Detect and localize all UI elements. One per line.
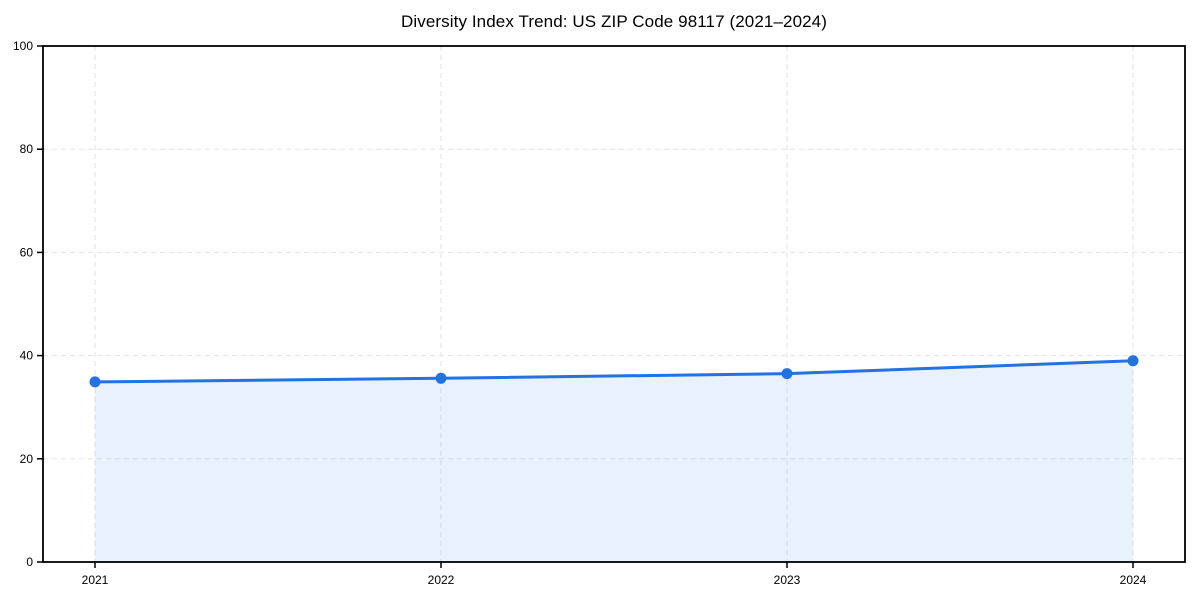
chart-title: Diversity Index Trend: US ZIP Code 98117… <box>400 12 828 31</box>
y-tick-label: 0 <box>26 555 33 569</box>
x-tick-label: 2024 <box>1120 573 1147 587</box>
data-point-2022 <box>435 372 447 384</box>
y-tick-label: 40 <box>20 349 34 363</box>
y-tick-label: 20 <box>20 452 34 466</box>
data-point-2024 <box>1127 355 1139 367</box>
y-tick-label: 60 <box>20 245 34 259</box>
y-tick-label: 80 <box>20 142 34 156</box>
data-point-2021 <box>89 376 101 388</box>
x-tick-label: 2022 <box>428 573 455 587</box>
y-tick-label: 100 <box>13 39 33 53</box>
data-point-2023 <box>781 368 793 380</box>
x-tick-label: 2021 <box>82 573 109 587</box>
plot-border <box>42 45 1186 563</box>
trend-line <box>93 359 1135 384</box>
x-tick-label: 2023 <box>774 573 801 587</box>
area-fill <box>95 360 1133 562</box>
